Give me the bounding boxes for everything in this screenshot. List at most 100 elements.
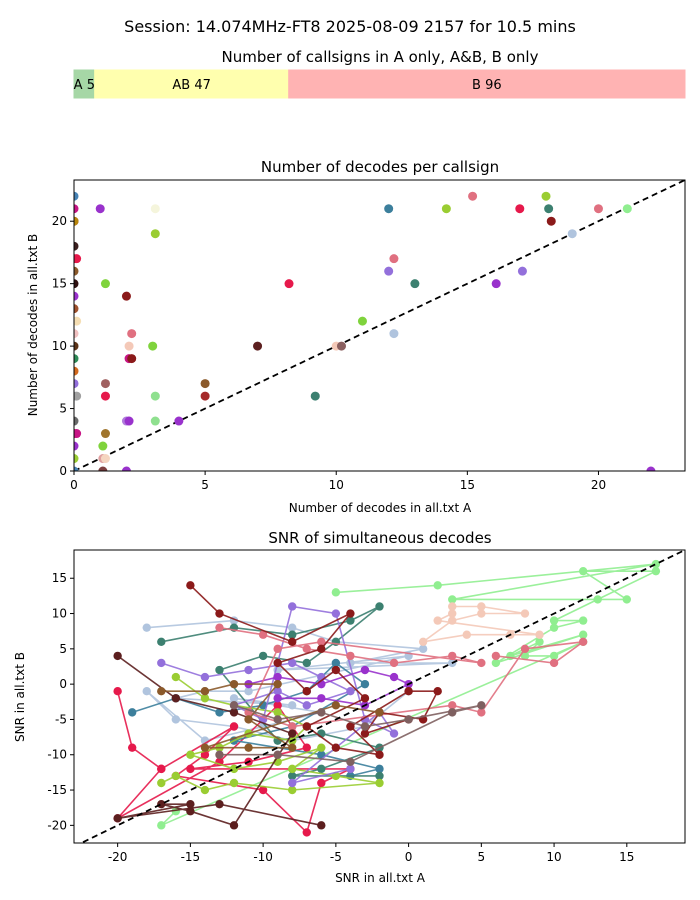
scatter-point-49: [200, 391, 210, 401]
snr-point-0-15: [520, 651, 530, 661]
scatter-point-67: [544, 204, 554, 214]
snr-point-11-9: [215, 799, 224, 809]
snr-point-2-8: [317, 778, 326, 788]
scatter-point-12: [74, 354, 79, 364]
snr-point-0-6: [651, 566, 661, 576]
scatter-point-4: [74, 241, 79, 251]
scatter-point-35: [127, 329, 137, 339]
snr-point-1-12: [288, 701, 297, 710]
scatter-point-31: [100, 454, 110, 464]
snr-line-chart: SNR of simultaneous decodes -20 -15 -10 -5 0…: [13, 529, 686, 885]
snr-point-5-16: [229, 778, 239, 788]
chart3-xlabel: SNR in all.txt A: [335, 871, 426, 885]
snr-point-11-6: [157, 799, 166, 809]
snr-xtick-label-5: 5: [478, 850, 486, 864]
snr-point-5-17: [200, 785, 210, 795]
scatter-point-14: [74, 379, 79, 389]
snr-point-5-15: [288, 785, 297, 795]
snr-point-8-11: [448, 701, 457, 710]
snr-point-10-2: [288, 637, 297, 646]
snr-point-10-5: [273, 658, 282, 668]
scatter-point-41: [121, 466, 131, 471]
snr-point-6-16: [346, 764, 355, 774]
scatter-point-63: [491, 279, 501, 289]
scatter-point-57: [384, 266, 394, 276]
snr-point-8-2: [302, 644, 311, 654]
snr-point-10-12: [346, 722, 355, 731]
snr-point-8-16: [491, 651, 501, 661]
scatter-point-32: [100, 391, 110, 401]
snr-point-4-0: [157, 637, 166, 646]
snr-point-11-1: [171, 694, 181, 703]
bar-segment-label-1: AB 47: [172, 78, 211, 93]
snr-point-12-6: [244, 743, 253, 752]
snr-point-2-3: [229, 722, 239, 731]
snr-point-13-2: [317, 708, 326, 717]
snr-point-10-4: [317, 644, 326, 654]
snr-point-9-0: [448, 602, 457, 611]
scatter-point-51: [284, 279, 294, 289]
snr-ytick-label-7: 15: [52, 571, 67, 585]
scatter-point-58: [389, 254, 399, 264]
snr-point-13-7: [346, 757, 355, 767]
chart1-title: Number of callsigns in A only, A&B, B on…: [222, 48, 539, 66]
snr-point-5-19: [157, 778, 166, 788]
snr-point-9-3: [477, 609, 486, 618]
snr-point-6-6: [302, 701, 311, 710]
snr-point-10-6: [302, 687, 311, 696]
snr-point-10-0: [186, 581, 195, 590]
scatter-point-36: [124, 341, 134, 351]
snr-point-8-12: [477, 708, 486, 717]
scatter-point-6: [74, 266, 79, 276]
scatter-point-62: [468, 191, 478, 201]
snr-point-1-17: [142, 687, 151, 696]
snr-point-4-12: [317, 764, 326, 774]
snr-point-2-10: [186, 764, 195, 774]
snr-point-5-18: [171, 771, 181, 781]
snr-point-11-3: [288, 729, 297, 738]
snr-point-9-10: [448, 609, 457, 618]
snr-ytick-label-1: -15: [47, 783, 67, 797]
snr-point-4-7: [258, 651, 268, 661]
snr-point-13-8: [273, 750, 282, 759]
snr-point-0-16: [549, 651, 559, 661]
bar-segments: A 5 AB 47 B 96: [73, 69, 686, 99]
scatter-point-64: [515, 204, 525, 214]
scatter-point-54: [336, 341, 346, 351]
scatter-point-71: [622, 204, 632, 214]
scatter-ytick-label-1: 5: [59, 402, 67, 416]
snr-point-11-10: [317, 821, 326, 830]
scatter-point-23: [74, 391, 82, 401]
scatter-point-18: [74, 441, 79, 451]
snr-point-10-11: [375, 750, 384, 759]
snr-point-4-3: [346, 616, 355, 625]
snr-point-10-3: [346, 609, 355, 618]
snr-point-9-8: [535, 630, 544, 639]
snr-point-0-9: [578, 616, 588, 625]
snr-point-8-10: [288, 722, 297, 731]
scatter-point-10: [74, 329, 79, 339]
snr-ytick-label-5: 5: [59, 642, 67, 656]
scatter-xtick-label-2: 10: [329, 478, 344, 492]
snr-diagonal: [79, 550, 685, 843]
snr-point-13-5: [477, 701, 486, 710]
snr-point-1-0: [142, 623, 151, 632]
snr-point-10-17: [360, 729, 370, 738]
scatter-frame: [73, 179, 686, 472]
bar-segment-label-2: B 96: [472, 78, 502, 93]
snr-point-5-9: [229, 764, 239, 774]
snr-point-2-1: [127, 743, 137, 752]
scatter-point-72: [646, 466, 656, 471]
scatter-point-50: [253, 341, 263, 351]
snr-series-line-0: [160, 563, 657, 827]
bar-segment-2: [288, 69, 686, 99]
snr-point-9-5: [418, 637, 428, 646]
snr-point-0-1: [433, 581, 442, 590]
snr-plot-area: -20 -15 -10 -5 0 5 10 15 -20 -15 -10 -5 0 5 10 15: [47, 549, 686, 864]
scatter-point-9: [74, 304, 79, 314]
snr-point-8-0: [215, 623, 224, 632]
scatter-xtick-label-4: 20: [591, 478, 606, 492]
snr-point-5-0: [171, 672, 181, 682]
suptitle: Session: 14.074MHz-FT8 2025-08-09 2157 f…: [124, 17, 576, 36]
snr-point-10-13: [404, 687, 413, 696]
